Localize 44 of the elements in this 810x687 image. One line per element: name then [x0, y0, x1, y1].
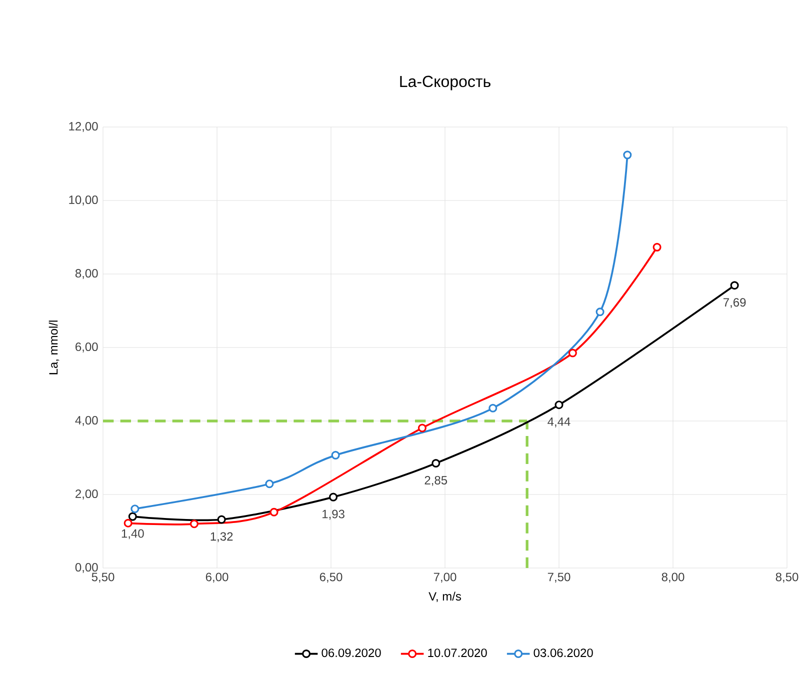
point: [568, 348, 577, 358]
point: [329, 492, 338, 502]
point: [418, 424, 426, 432]
y-tick-label: 8,00: [75, 269, 98, 279]
point: [270, 508, 278, 516]
y-tick-label: 2,00: [76, 490, 98, 500]
legend-label: 10.07.2020: [428, 648, 487, 658]
y-tick-label: 4,00: [75, 416, 98, 426]
point: [217, 515, 226, 524]
data-label: 7,69: [723, 298, 746, 308]
legend-label: 03.06.2020: [534, 648, 593, 658]
point: [488, 404, 498, 412]
y-tick-label: 12,00: [69, 122, 98, 132]
y-tick-label: 6,00: [76, 342, 98, 352]
y-tick-label: 0,00: [75, 563, 98, 573]
y-axis-title: La, mmol/l: [48, 320, 60, 374]
data-label: 1,32: [210, 532, 233, 542]
point: [652, 242, 662, 252]
point: [331, 450, 340, 460]
point: [432, 458, 440, 468]
chart-title: La-Скорость: [400, 76, 490, 90]
x-tick-label: 8,50: [776, 572, 798, 583]
data-label: 1,93: [322, 510, 344, 520]
x-axis-title: V, m/s: [428, 592, 462, 602]
x-tick-label: 5,50: [92, 572, 114, 583]
x-tick-label: 8,00: [662, 572, 684, 583]
point: [190, 520, 198, 528]
point: [554, 400, 564, 410]
data-label: 2,85: [424, 476, 448, 486]
legend-label: 06.09.2020: [322, 648, 381, 658]
x-tick-label: 6,00: [206, 572, 228, 583]
y-tick-label: 10,00: [69, 196, 98, 206]
data-label: 4,44: [548, 418, 570, 428]
point: [128, 512, 137, 521]
x-tick-label: 7,50: [548, 572, 570, 583]
x-tick-label: 7,00: [434, 572, 456, 583]
point: [265, 480, 274, 488]
point: [730, 281, 739, 290]
point: [130, 504, 140, 514]
point: [623, 150, 632, 160]
point: [596, 308, 604, 316]
point: [124, 518, 132, 528]
x-tick-label: 6,50: [320, 572, 342, 583]
data-label: 1,40: [122, 529, 144, 540]
